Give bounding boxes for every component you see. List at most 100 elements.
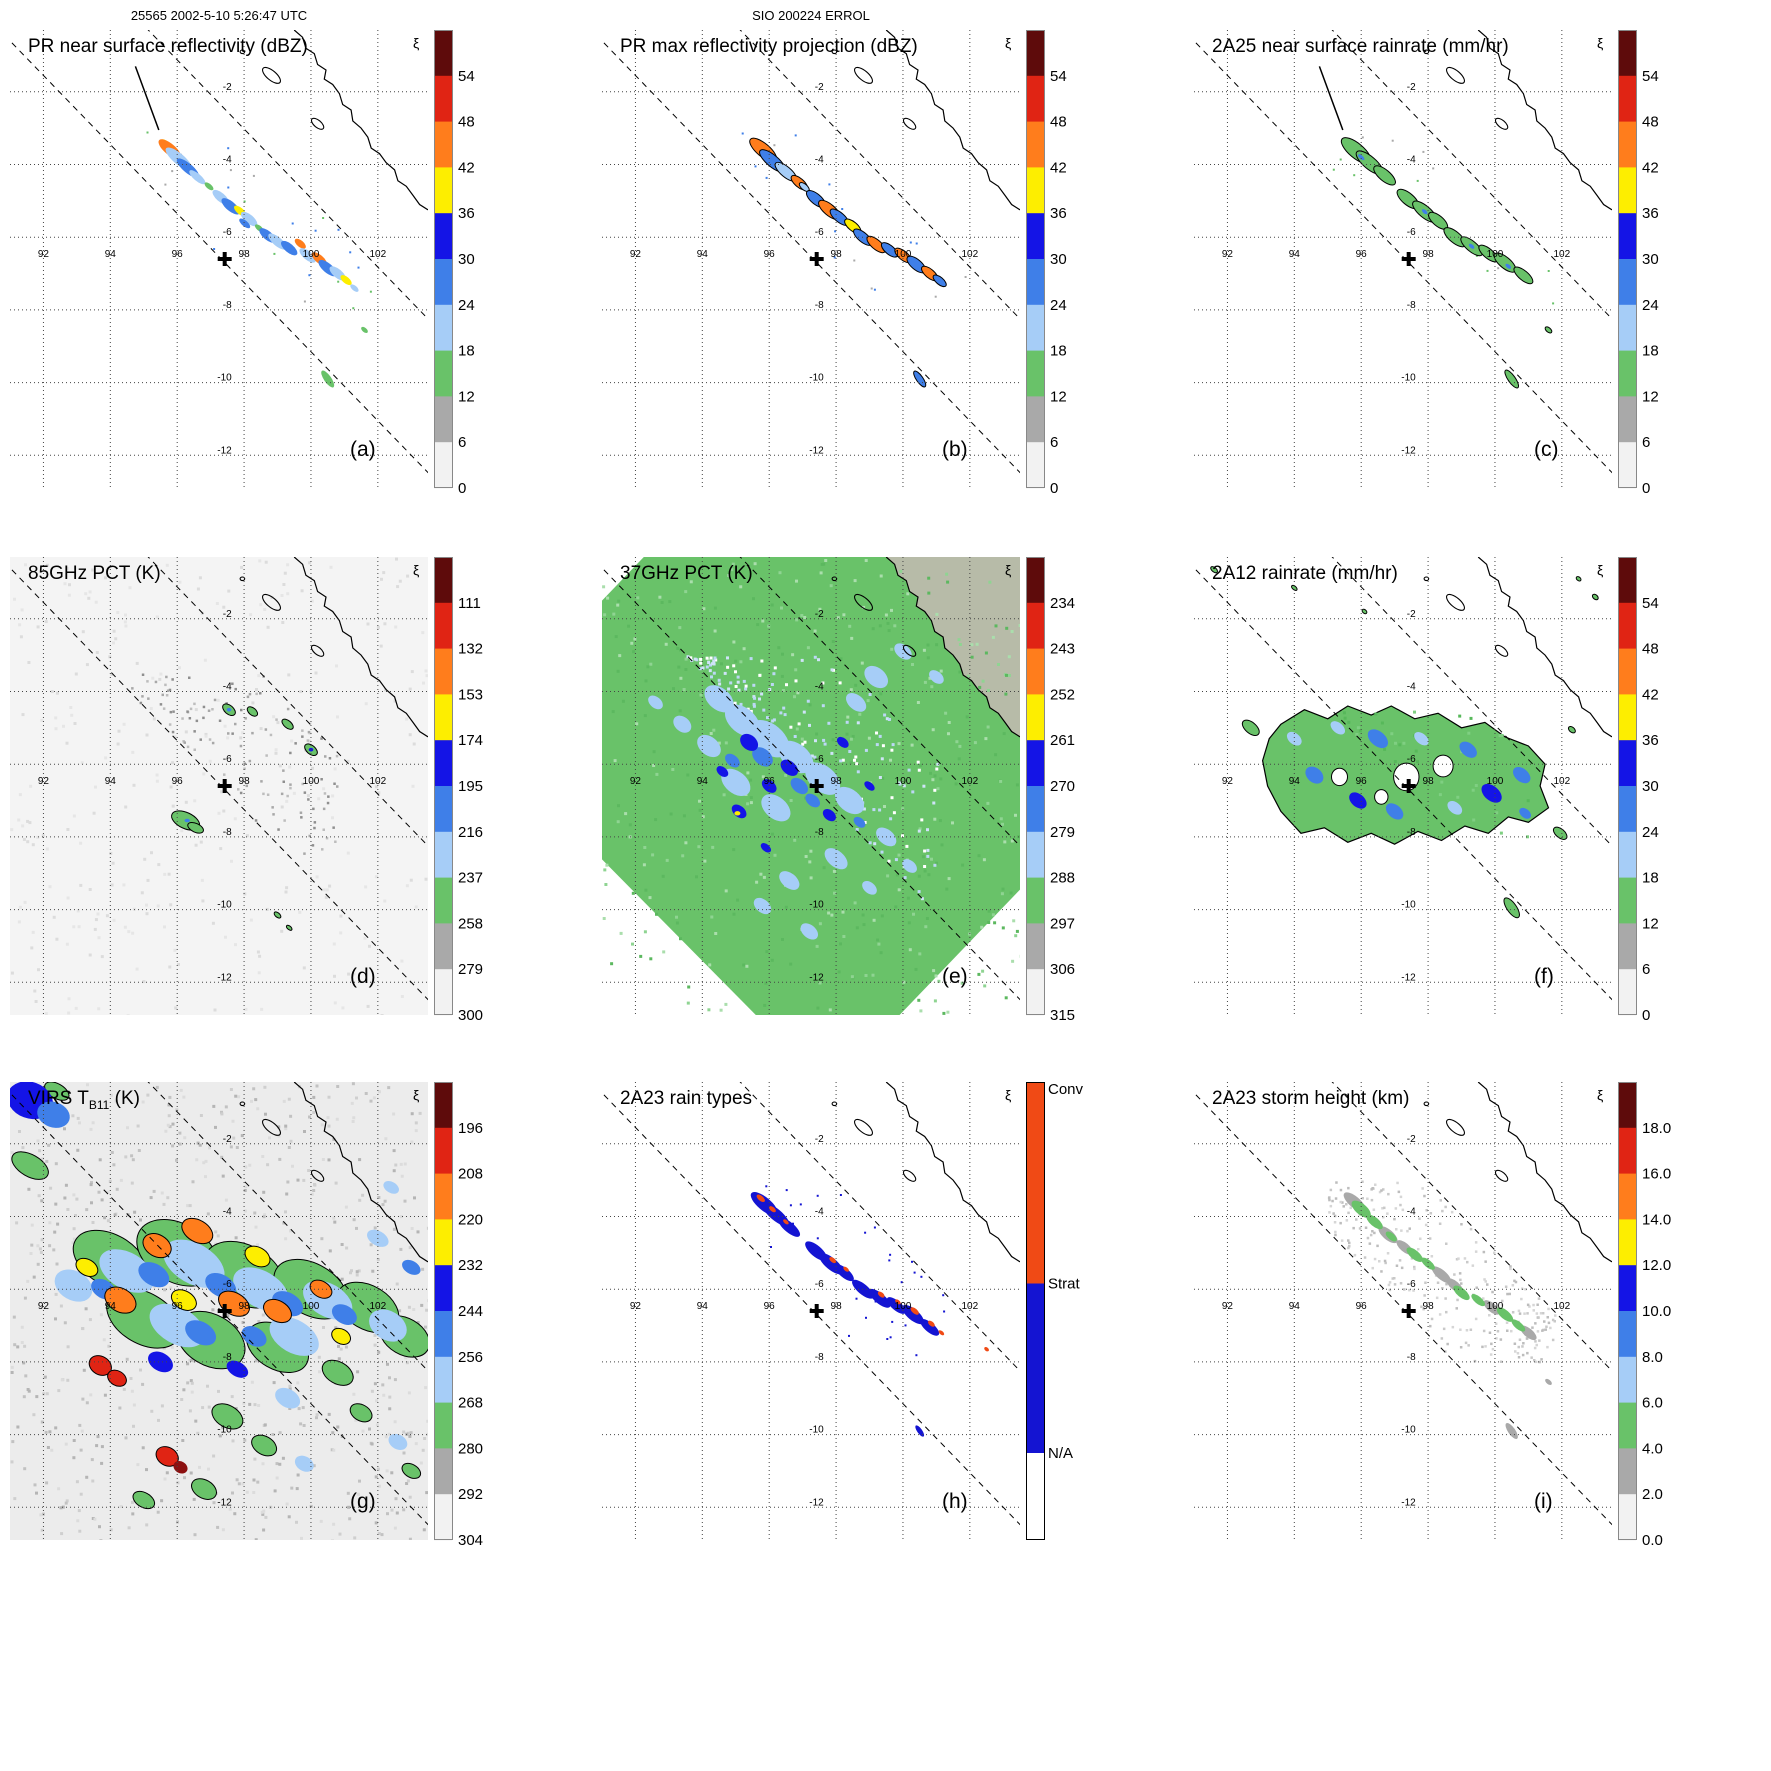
colorbar-tick: 48 [458, 114, 475, 131]
colorbar-segment [1618, 1265, 1636, 1312]
island-outline [831, 49, 838, 55]
colorbar-segment [1026, 75, 1044, 123]
svg-text:92: 92 [1222, 1301, 1234, 1312]
svg-text:96: 96 [764, 1301, 776, 1312]
colorbar-segment [1618, 167, 1636, 214]
colorbar-segment [434, 213, 452, 260]
grid-labels: 92 94 96 98 100 102 -2 -4 -6 -8 -10 -12 [630, 1134, 979, 1509]
colorbar-segment [1026, 350, 1044, 397]
colorbar-segment [434, 831, 452, 879]
panel-b: SIO 200224 ERROL PR max reflectivity pro… [592, 0, 1180, 527]
svg-text:94: 94 [105, 1301, 117, 1312]
colorbar-segment [434, 557, 452, 604]
colorbar-segment [1026, 648, 1044, 695]
svg-text:92: 92 [1222, 776, 1234, 787]
colorbar-segment [434, 923, 452, 970]
colorbar-tick: 24 [1642, 824, 1659, 841]
panel-title: VIRS TB11 (K) [28, 1088, 140, 1112]
svg-text:96: 96 [764, 776, 776, 787]
svg-text:100: 100 [1487, 249, 1504, 260]
panel-title: 2A12 rainrate (mm/hr) [1212, 563, 1398, 587]
map-canvas: 92 94 96 98 100 102 -2 -4 -6 -8 -10 -12 ξ [602, 1082, 1020, 1540]
svg-text:-6: -6 [815, 1279, 824, 1290]
svg-text:-8: -8 [1407, 1352, 1416, 1363]
colorbar-tick: 12 [458, 388, 475, 405]
grid [10, 1082, 428, 1540]
svg-text:-12: -12 [217, 972, 232, 983]
panel-title-subscript: B11 [88, 1097, 110, 1112]
svg-text:94: 94 [697, 1301, 709, 1312]
colorbar-tick: 12 [1050, 388, 1067, 405]
colorbar-tick: 237 [458, 870, 483, 887]
svg-text:94: 94 [1289, 776, 1301, 787]
colorbar-tick: 42 [1642, 686, 1659, 703]
island-outline [853, 1118, 874, 1136]
svg-text:-12: -12 [1401, 972, 1416, 983]
grid-labels: 92 94 96 98 100 102 -2 -4 -6 -8 -10 -12 [38, 1134, 387, 1509]
svg-text:92: 92 [38, 249, 50, 260]
island-outline [1423, 49, 1430, 55]
panel-title-text: 37GHz PCT (K) [620, 563, 753, 584]
colorbar-segment [1026, 557, 1044, 604]
colorbar-segment [434, 350, 452, 397]
island-outline [902, 1169, 917, 1182]
svg-text:94: 94 [105, 776, 117, 787]
colorbar-tick: 36 [458, 205, 475, 222]
colorbar-segment [1618, 1173, 1636, 1220]
colorbar-segment [434, 121, 452, 168]
svg-text:-6: -6 [1407, 227, 1416, 238]
colorbar-tick: 16.0 [1642, 1166, 1671, 1183]
svg-text:98: 98 [831, 249, 843, 260]
panel-letter: (f) [1534, 965, 1554, 988]
colorbar-segment [434, 396, 452, 443]
svg-text:-4: -4 [223, 682, 232, 693]
colorbar-segment [434, 969, 452, 1016]
svg-text:92: 92 [630, 249, 642, 260]
colorbar-segment [1026, 602, 1044, 650]
colorbar-segment [434, 1356, 452, 1404]
colorbar-segment [1618, 30, 1636, 77]
colorbar-segment [1618, 396, 1636, 443]
svg-text:-4: -4 [223, 1207, 232, 1218]
colorbar-segment [1618, 1356, 1636, 1404]
colorbar-segment [434, 1082, 452, 1129]
colorbar-segment [1618, 557, 1636, 604]
data-features [1340, 137, 1553, 389]
swath-edge-lines [10, 1082, 428, 1526]
colorbar-tick: 24 [458, 297, 475, 314]
data-features [750, 1191, 989, 1437]
island-outline [1423, 576, 1430, 582]
panel-letter: (e) [942, 965, 968, 988]
colorbar-tick: 54 [458, 68, 475, 85]
svg-text:100: 100 [1487, 776, 1504, 787]
svg-text:102: 102 [369, 249, 386, 260]
svg-text:102: 102 [369, 776, 386, 787]
colorbar-tick: 24 [1642, 297, 1659, 314]
panel-title-units: (K) [109, 1088, 140, 1109]
colorbar-segment [1618, 121, 1636, 168]
svg-text:-12: -12 [217, 445, 232, 456]
corner-symbol: ξ [1597, 35, 1603, 51]
svg-text:-12: -12 [217, 1497, 232, 1508]
svg-text:94: 94 [105, 249, 117, 260]
island-outline [310, 117, 325, 130]
colorbar-tick: 0.0 [1642, 1532, 1663, 1549]
panel-i: 2A23 storm height (km) 92 94 96 98 100 102 -2 -… [1184, 1052, 1771, 1579]
colorbar-segment [434, 167, 452, 214]
svg-text:-10: -10 [1401, 373, 1416, 384]
colorbar-segment [1618, 602, 1636, 650]
svg-text:96: 96 [764, 249, 776, 260]
panel-title-text: VIRS T [28, 1088, 89, 1109]
svg-text:-6: -6 [815, 227, 824, 238]
colorbar-segment [434, 740, 452, 787]
colorbar-tick: 0 [1642, 480, 1650, 497]
corner-symbol: ξ [1005, 35, 1011, 51]
site-marker [1401, 252, 1416, 266]
colorbar-tick: 42 [1050, 159, 1067, 176]
colorbar-tick: 18.0 [1642, 1120, 1671, 1137]
grid-labels: 92 94 96 98 100 102 -2 -4 -6 -8 -10 -12 [1222, 609, 1571, 984]
grid-labels: 92 94 96 98 100 102 -2 -4 -6 -8 -10 -12 [38, 609, 387, 984]
rain-free-hole [1393, 762, 1420, 792]
panel-title: 37GHz PCT (K) [620, 563, 753, 587]
colorbar-segment [1026, 694, 1044, 741]
